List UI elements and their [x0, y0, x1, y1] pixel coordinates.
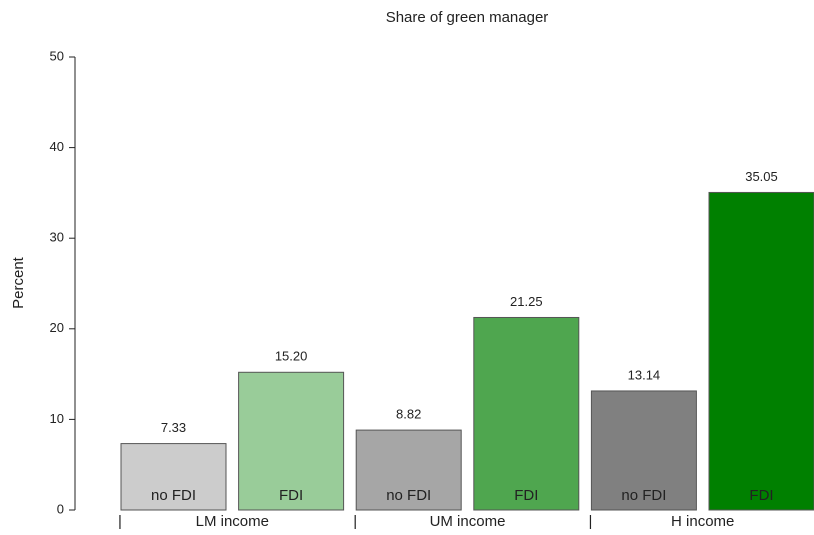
- y-tick-label: 20: [50, 320, 64, 335]
- group-separator: |: [118, 513, 122, 530]
- bar: [590, 390, 697, 511]
- y-tick-label: 50: [50, 48, 64, 63]
- group-label: UM income: [430, 513, 506, 530]
- y-tick-label: 0: [57, 501, 64, 516]
- category-label: FDI: [279, 487, 303, 504]
- value-label: 13.14: [628, 367, 661, 382]
- value-label: 7.33: [161, 420, 186, 435]
- chart-title: Share of green manager: [386, 9, 549, 26]
- group-label: LM income: [196, 513, 269, 530]
- y-tick-label: 30: [50, 230, 64, 245]
- category-label: no FDI: [151, 487, 196, 504]
- y-tick-label: 40: [50, 139, 64, 154]
- y-axis-label: Percent: [10, 256, 27, 309]
- value-label: 35.05: [745, 169, 778, 184]
- value-label: 8.82: [396, 407, 421, 422]
- y-tick-label: 10: [50, 411, 64, 426]
- group-separator: |: [353, 513, 357, 530]
- category-label: FDI: [514, 487, 538, 504]
- category-label: no FDI: [386, 487, 431, 504]
- group-separator: |: [588, 513, 592, 530]
- bar: [120, 443, 227, 511]
- value-label: 21.25: [510, 294, 543, 309]
- bar: [238, 371, 345, 511]
- value-label: 15.20: [275, 349, 308, 364]
- category-label: no FDI: [621, 487, 666, 504]
- bar: [355, 429, 462, 511]
- group-label: H income: [671, 513, 734, 530]
- bar: [708, 191, 814, 511]
- bar: [473, 316, 580, 511]
- category-label: FDI: [749, 487, 773, 504]
